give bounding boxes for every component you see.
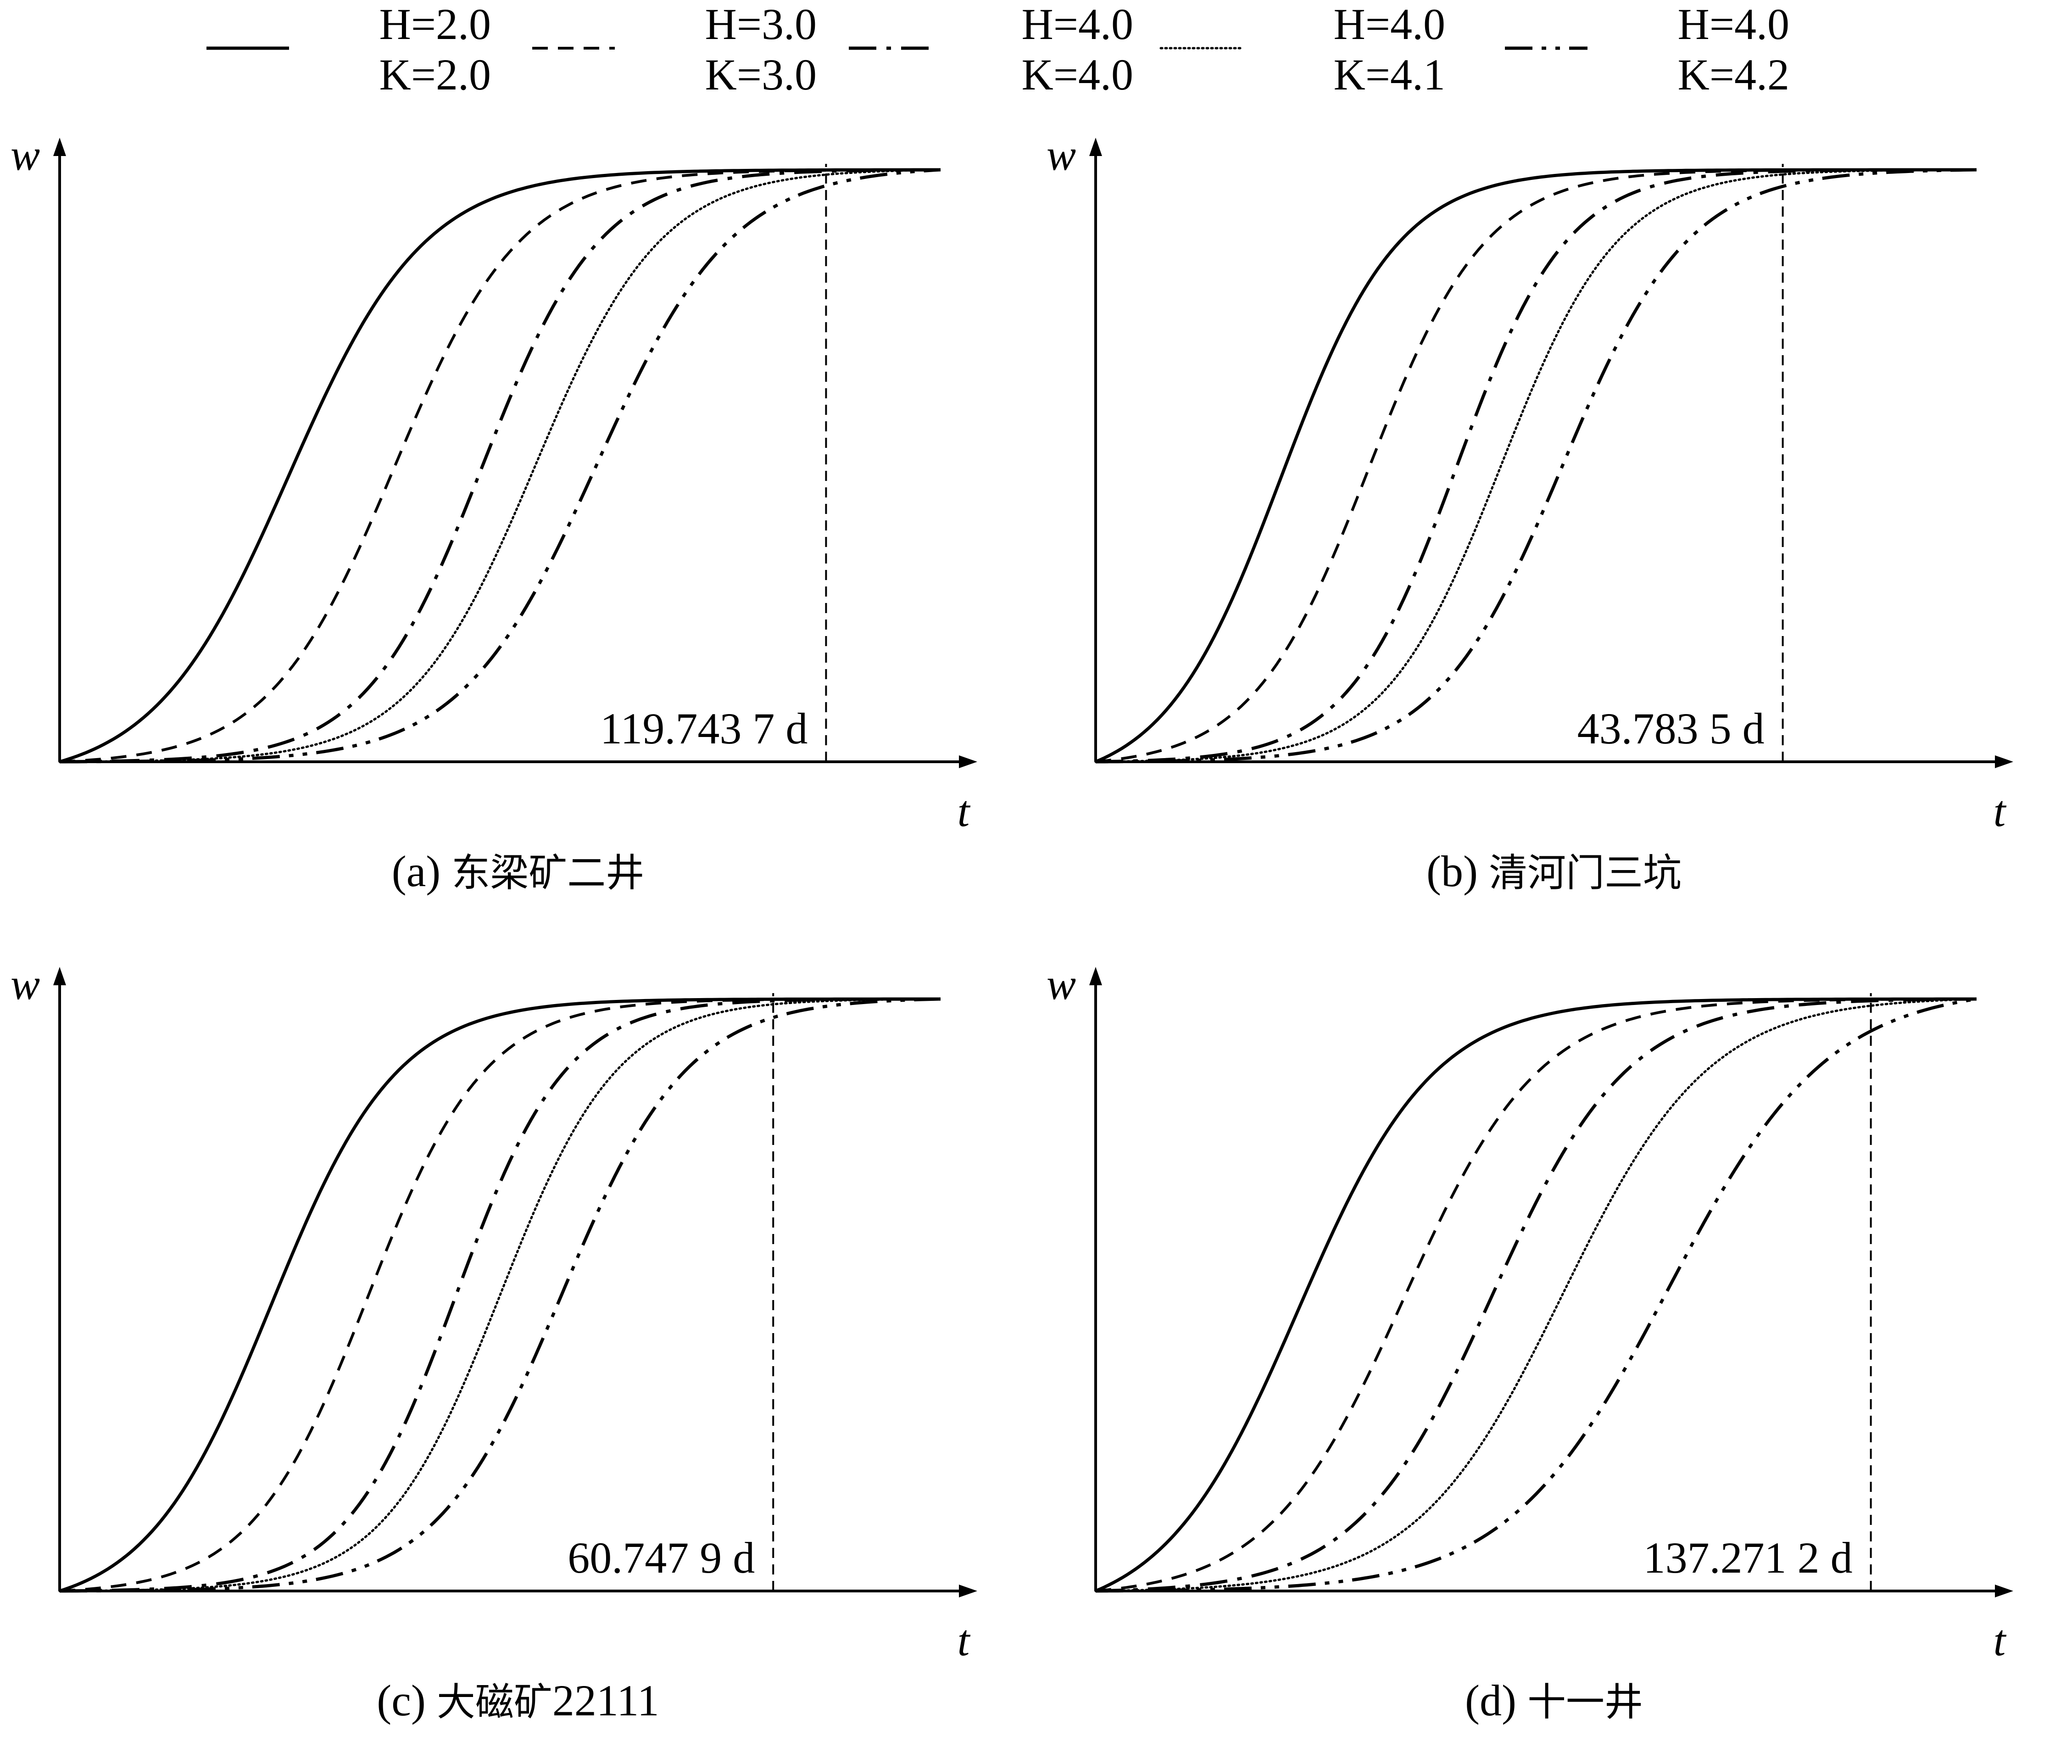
series-line-3	[1095, 997, 1977, 1593]
y-axis-label: w	[11, 130, 40, 179]
legend-label-1-k: K=2.0	[379, 50, 491, 99]
caption-d: (d) 十一井	[1036, 1671, 2072, 1727]
y-axis-arrow	[53, 138, 66, 156]
panel-a: t w 119.743 7 d (a) 东梁矿二井	[0, 106, 1036, 935]
caption-b-name: 清河门三坑	[1488, 850, 1682, 895]
legend-label-5-h: H=4.0	[1678, 0, 1789, 49]
series-line-4	[58, 168, 942, 763]
x-axis-label: t	[958, 787, 971, 836]
caption-c: (c) 大磁矿22111	[0, 1671, 1036, 1727]
legend-label-3-k: K=4.0	[1022, 50, 1133, 99]
legend-entry-4: H=4.0K=4.1	[1159, 0, 1445, 99]
chart-b-svg: t w 43.783 5 d	[1047, 130, 2013, 836]
x-axis-label: t	[1994, 787, 2007, 836]
series-line-4	[1094, 998, 1978, 1592]
y-axis-arrow	[1089, 967, 1102, 985]
legend: H=2.0 K=2.0 H=3.0 K=3.0 H=4.0 K=4.0 H=4.0 K=4.1…	[0, 0, 2072, 106]
caption-a-prefix: (a)	[391, 847, 452, 896]
series-line-5	[1095, 997, 1977, 1593]
chart-c-svg: t w 60.747 9 d	[11, 960, 977, 1665]
x-axis-arrow	[1995, 1585, 2013, 1597]
legend-label-2-k: K=3.0	[705, 50, 817, 99]
y-axis-arrow	[1089, 138, 1102, 156]
series-line-4	[1094, 168, 1978, 763]
legend-entry-1: H=2.0K=2.0	[206, 0, 491, 99]
legend-label-4-h: H=4.0	[1334, 0, 1445, 49]
series-line-5	[60, 168, 941, 764]
legend-label-2-h: H=3.0	[705, 0, 817, 49]
caption-c-name: 大磁矿	[436, 1680, 552, 1725]
caption-a: (a) 东梁矿二井	[0, 842, 1036, 898]
series-line-3	[59, 997, 941, 1593]
y-axis-label: w	[1047, 960, 1076, 1009]
legend-entry-2: H=3.0K=3.0	[532, 0, 817, 99]
legend-label-1-h: H=2.0	[379, 0, 491, 49]
chart-d-svg: t w 137.271 2 d	[1047, 960, 2013, 1665]
series-line-2	[1095, 168, 1977, 763]
series-line-3	[1095, 168, 1977, 764]
x-axis-label: t	[958, 1616, 971, 1665]
duration-annotation: 43.783 5 d	[1577, 704, 1765, 753]
caption-c-suffix: 22111	[552, 1676, 659, 1725]
series-line-2	[1095, 998, 1977, 1592]
legend-label-5-k: K=4.2	[1678, 50, 1789, 99]
y-axis-label: w	[1047, 130, 1076, 179]
chart-a-svg: t w 119.743 7 d	[11, 130, 977, 836]
duration-annotation: 60.747 9 d	[568, 1533, 755, 1582]
caption-d-name: 十一井	[1527, 1680, 1643, 1725]
series-line-1	[1095, 168, 1977, 764]
legend-label-4-k: K=4.1	[1334, 50, 1445, 99]
x-axis-arrow	[959, 1585, 977, 1597]
series-line-4	[58, 998, 942, 1592]
x-axis-label: t	[1994, 1616, 2007, 1665]
series-line-1	[59, 168, 941, 764]
caption-c-prefix: (c)	[377, 1676, 437, 1725]
caption-b-prefix: (b)	[1426, 847, 1489, 896]
x-axis-arrow	[1995, 755, 2013, 768]
legend-entry-3: H=4.0K=4.0	[849, 0, 1133, 99]
legend-svg: H=2.0K=2.0H=3.0K=3.0H=4.0K=4.0H=4.0K=4.1…	[206, 0, 1789, 99]
series-line-5	[60, 997, 941, 1593]
panel-b: t w 43.783 5 d (b) 清河门三坑	[1036, 106, 2072, 935]
legend-entry-5: H=4.0K=4.2	[1505, 0, 1789, 99]
series-line-2	[59, 168, 941, 763]
series-line-3	[59, 168, 941, 764]
panel-c: t w 60.747 9 d (c) 大磁矿22111	[0, 935, 1036, 1764]
legend-label-3-h: H=4.0	[1022, 0, 1133, 49]
duration-annotation: 119.743 7 d	[600, 704, 808, 753]
series-line-5	[1095, 168, 1977, 764]
caption-b: (b) 清河门三坑	[1036, 842, 2072, 898]
caption-d-prefix: (d)	[1465, 1676, 1527, 1725]
y-axis-arrow	[53, 967, 66, 985]
caption-a-name: 东梁矿二井	[451, 850, 645, 895]
x-axis-arrow	[959, 755, 977, 768]
duration-annotation: 137.271 2 d	[1643, 1533, 1853, 1582]
series-line-1	[1095, 997, 1977, 1593]
y-axis-label: w	[11, 960, 40, 1009]
panel-d: t w 137.271 2 d (d) 十一井	[1036, 935, 2072, 1764]
